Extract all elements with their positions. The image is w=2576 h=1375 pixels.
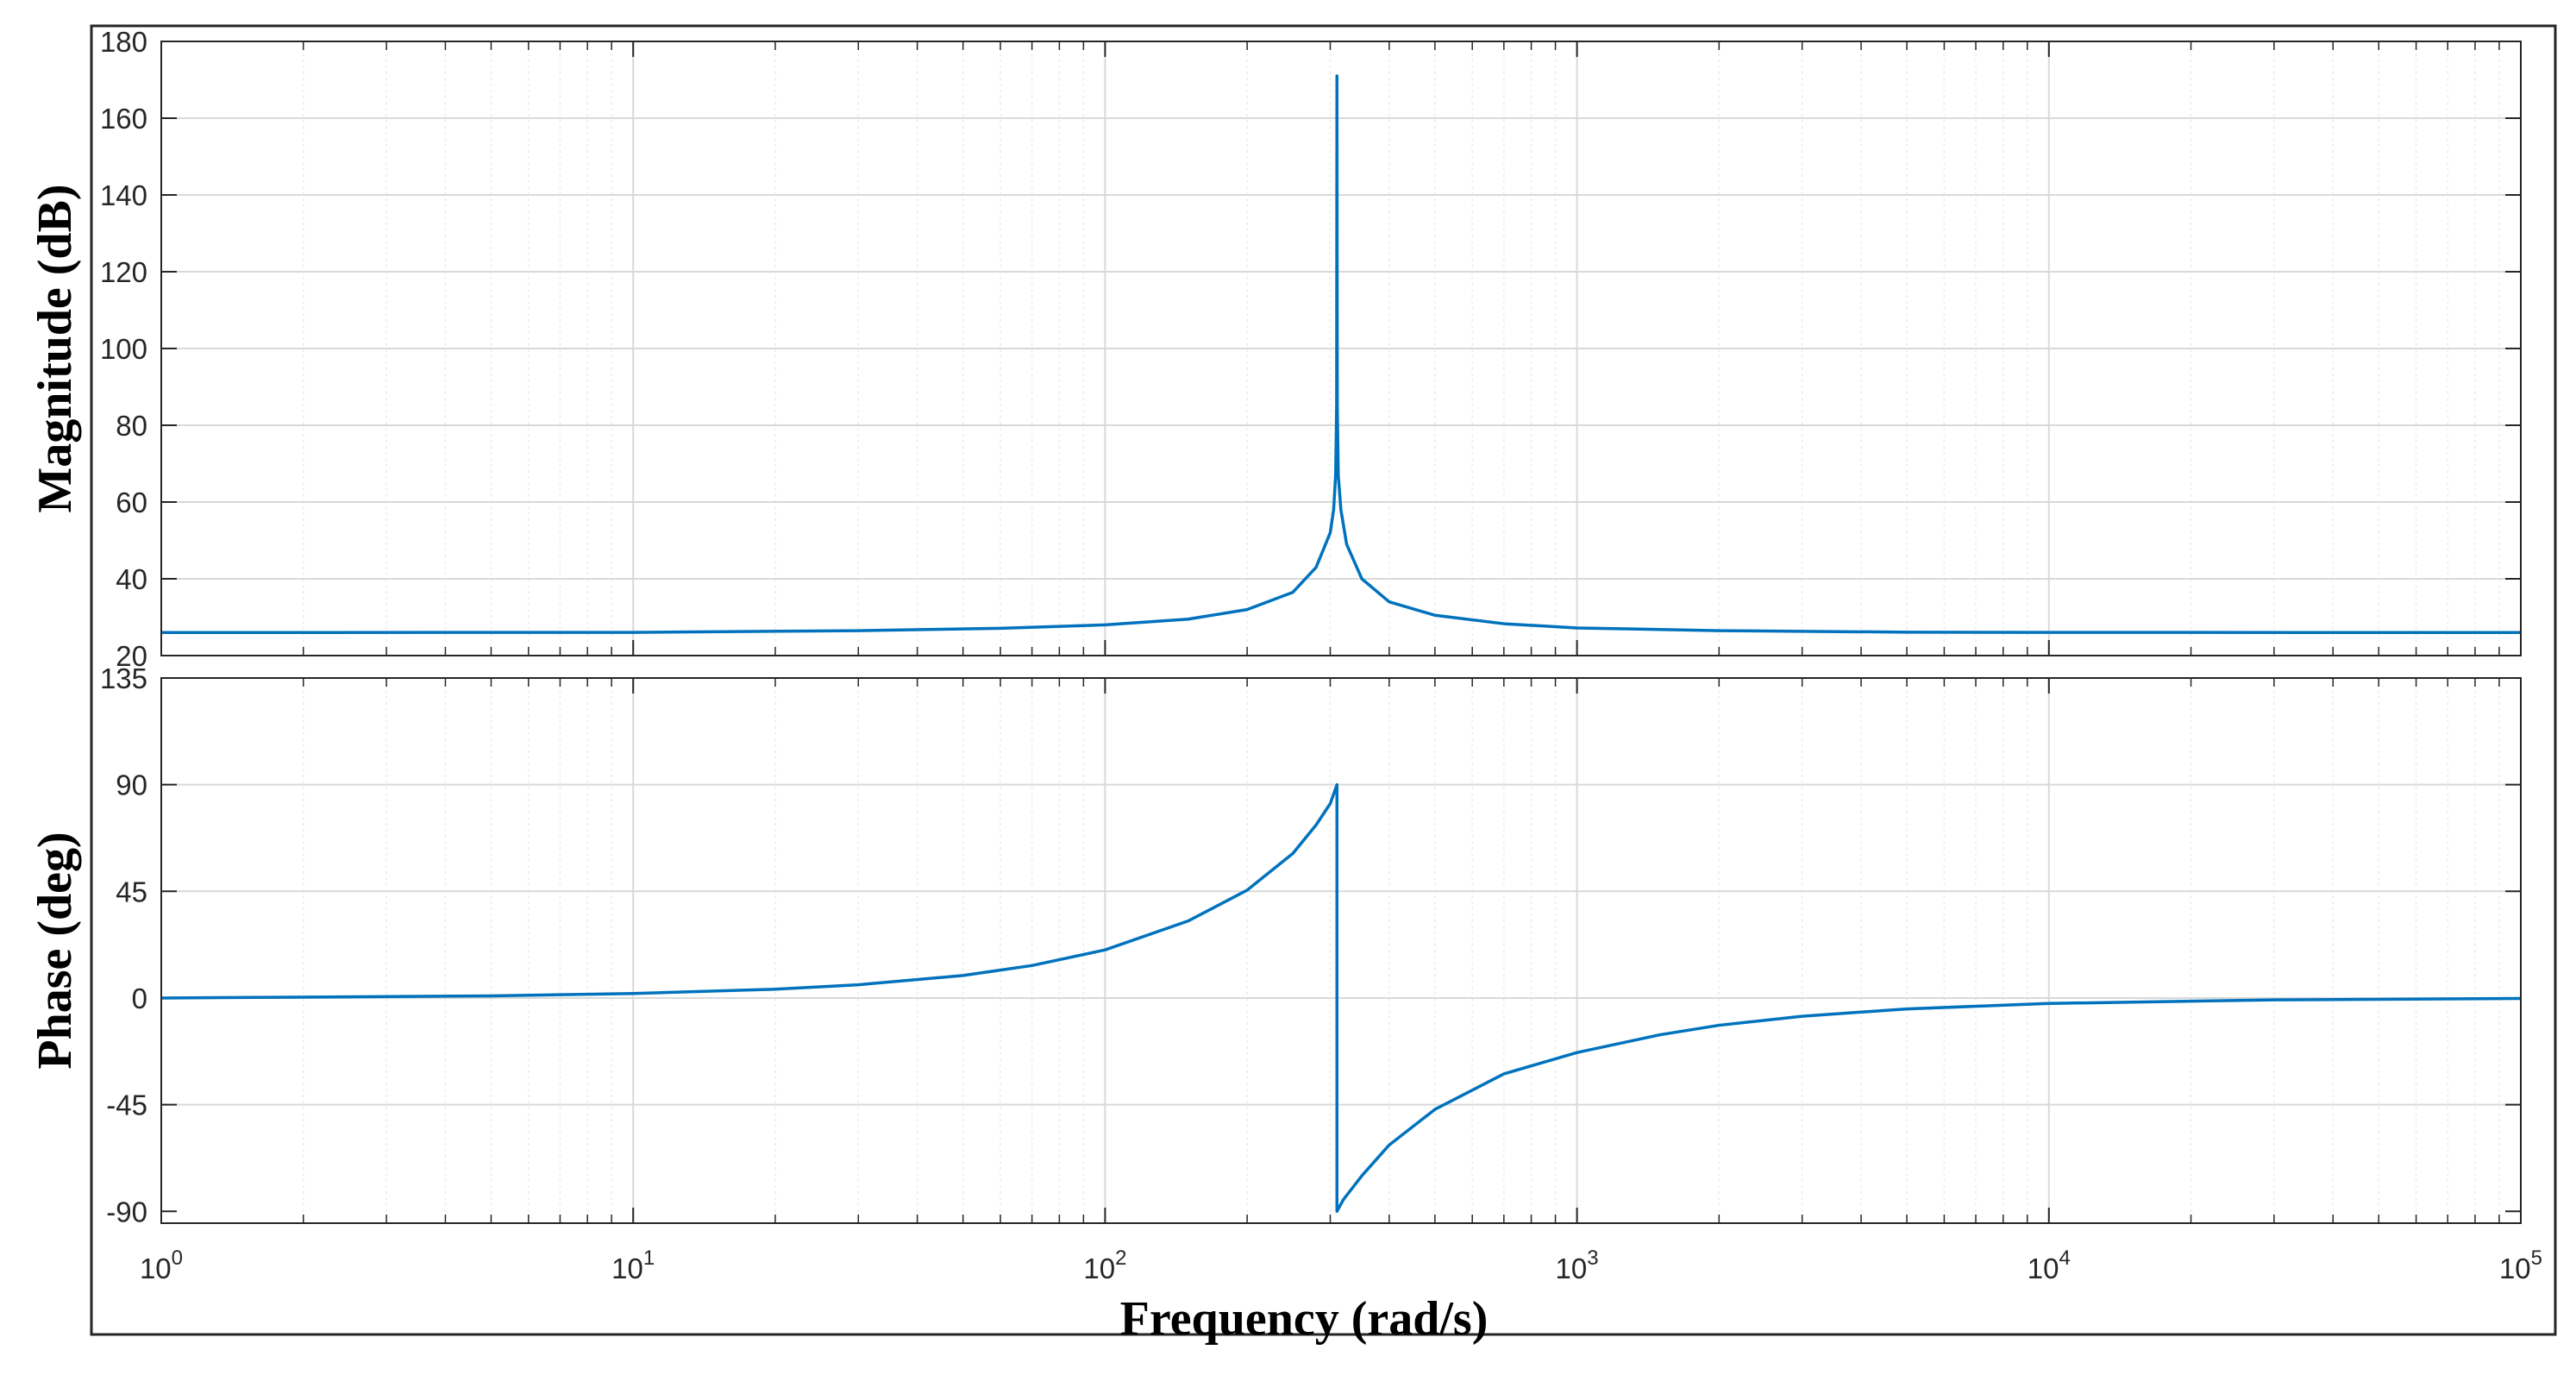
series-line — [160, 74, 2522, 635]
magnitude-y-axis-label: Magnitude (dB) — [28, 184, 82, 512]
x-tick-exponent: 5 — [2531, 1246, 2542, 1270]
x-tick-exponent: 2 — [1115, 1246, 1126, 1270]
x-tick-base: 10 — [2499, 1253, 2531, 1284]
x-tick-label: 105 — [2499, 1246, 2542, 1284]
y-tick-label: 80 — [116, 410, 147, 442]
y-tick-label: 180 — [100, 26, 147, 58]
magnitude-series — [160, 74, 2522, 635]
x-tick-base: 10 — [2028, 1253, 2059, 1284]
y-tick-label: 60 — [116, 487, 147, 518]
x-tick-base: 10 — [140, 1253, 172, 1284]
x-axis-label: Frequency (rad/s) — [1120, 1292, 1489, 1346]
y-tick-label: -45 — [106, 1089, 147, 1121]
phase-y-axis-label: Phase (deg) — [28, 832, 82, 1069]
magnitude-axes-box — [160, 41, 2522, 656]
x-tick-labels: 100 101 102 103 104 105 — [140, 1246, 2542, 1284]
x-tick-exponent: 0 — [172, 1246, 183, 1270]
y-tick-label: -90 — [106, 1196, 147, 1227]
x-tick-exponent: 3 — [1587, 1246, 1598, 1270]
x-tick-label: 101 — [611, 1246, 655, 1284]
magnitude-grid — [161, 41, 2521, 656]
x-tick-base: 10 — [1556, 1253, 1588, 1284]
phase-y-ticks: -90 -45 0 45 90 135 — [100, 662, 147, 1227]
y-tick-label: 20 — [116, 640, 147, 672]
y-tick-label: 160 — [100, 103, 147, 135]
x-tick-label: 100 — [140, 1246, 183, 1284]
y-tick-label: 120 — [100, 256, 147, 288]
y-tick-label: 135 — [100, 662, 147, 694]
y-tick-label: 40 — [116, 563, 147, 595]
x-tick-base: 10 — [1083, 1253, 1115, 1284]
magnitude-y-ticks: 20 40 60 80 100 120 140 160 180 — [100, 26, 147, 672]
series-line — [160, 782, 2522, 1214]
phase-axes-box — [160, 677, 2522, 1224]
x-tick-base: 10 — [611, 1253, 643, 1284]
x-tick-exponent: 1 — [643, 1246, 655, 1270]
y-tick-label: 100 — [100, 333, 147, 365]
phase-grid — [161, 677, 2521, 1223]
y-tick-label: 140 — [100, 179, 147, 211]
y-tick-label: 90 — [116, 769, 147, 801]
figure-border — [90, 24, 2557, 1336]
x-tick-label: 102 — [1083, 1246, 1126, 1284]
x-tick-label: 103 — [1556, 1246, 1599, 1284]
y-tick-label: 45 — [116, 876, 147, 907]
x-tick-exponent: 4 — [2059, 1246, 2070, 1270]
x-tick-label: 104 — [2028, 1246, 2071, 1284]
phase-series — [160, 782, 2522, 1214]
y-tick-label: 0 — [132, 983, 147, 1014]
